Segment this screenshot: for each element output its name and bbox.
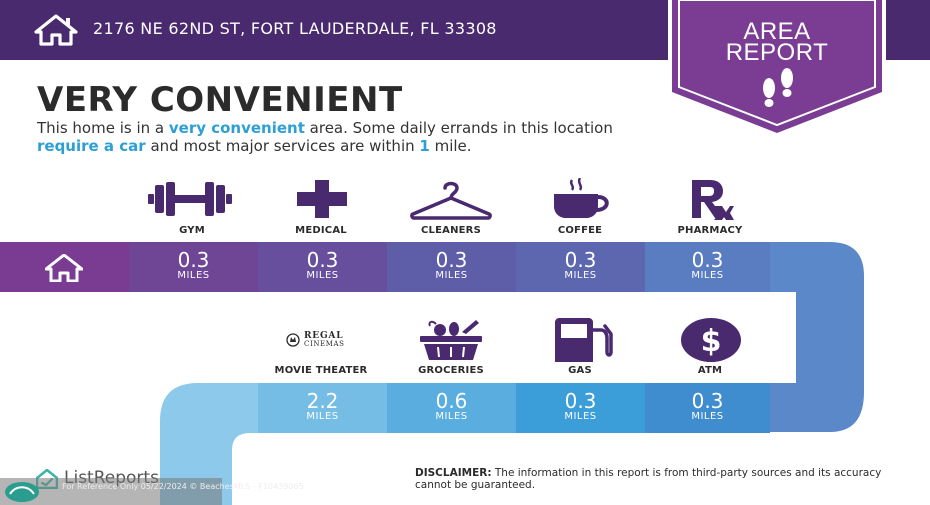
dumbbell-icon (148, 182, 232, 216)
category-label-coffee: COFFEE (557, 225, 603, 236)
hanger-icon (410, 181, 492, 220)
category-label-pharmacy: PHARMACY (677, 225, 743, 236)
convenience-rating-title: VERY CONVENIENT (37, 80, 403, 120)
distance-cell-coffee: 0.3 MILES (516, 242, 645, 292)
medical-cross-icon (297, 180, 347, 218)
category-label-cleaners: CLEANERS (421, 225, 481, 236)
distance-cell-atm: 0.3 MILES (645, 383, 770, 433)
distance-cell-groceries: 0.6 MILES (387, 383, 516, 433)
category-label-atm: ATM (697, 365, 723, 376)
distance-bar-row-1: 0.3 MILES 0.3 MILES 0.3 MILES 0.3 MILES 0.3 M… (0, 242, 770, 292)
property-address: 2176 NE 62ND ST, FORT LAUDERDALE, FL 333… (93, 19, 497, 38)
ribbon-line-1: AREA (743, 18, 811, 45)
home-start-cell (0, 242, 129, 292)
distance-cell-pharmacy: 0.3 MILES (645, 242, 770, 292)
mls-logo-icon (5, 482, 39, 502)
rx-icon (692, 180, 734, 220)
distance-bar-row-2: 2.2 MILES 0.6 MILES 0.3 MILES 0.3 MILES (258, 383, 770, 433)
category-label-groceries: GROCERIES (418, 365, 484, 376)
distance-cell-movie-theater: 2.2 MILES (258, 383, 387, 433)
gas-pump-icon (555, 318, 613, 362)
disclaimer: DISCLAIMER: The information in this repo… (415, 467, 882, 491)
grocery-basket-icon (420, 320, 482, 360)
distance-cell-gym: 0.3 MILES (129, 242, 258, 292)
distance-cell-gas: 0.3 MILES (516, 383, 645, 433)
convenience-description: This home is in a very convenient area. … (37, 119, 613, 155)
dollar-icon: $ (681, 318, 741, 362)
coffee-cup-icon (554, 178, 609, 218)
area-report-ribbon: AREA REPORT (668, 0, 886, 138)
mls-watermark: For Reference Only 05/22/2024 © BeachesM… (0, 478, 304, 505)
watermark-text: For Reference Only 05/22/2024 © BeachesM… (62, 482, 304, 491)
house-icon (34, 14, 78, 46)
regal-crest-icon (286, 333, 300, 347)
category-label-gym: GYM (179, 225, 205, 236)
distance-cell-cleaners: 0.3 MILES (387, 242, 516, 292)
ribbon-line-2: REPORT (725, 39, 829, 66)
category-label-medical: MEDICAL (295, 225, 347, 236)
distance-cell-medical: 0.3 MILES (258, 242, 387, 292)
regal-cinemas-logo: REGAL CINEMAS (286, 330, 358, 348)
category-label-gas: GAS (568, 365, 592, 376)
footsteps-icon (763, 68, 793, 107)
svg-text:$: $ (701, 324, 722, 359)
house-icon (45, 254, 83, 282)
category-label-movie-theater: MOVIE THEATER (274, 365, 368, 376)
